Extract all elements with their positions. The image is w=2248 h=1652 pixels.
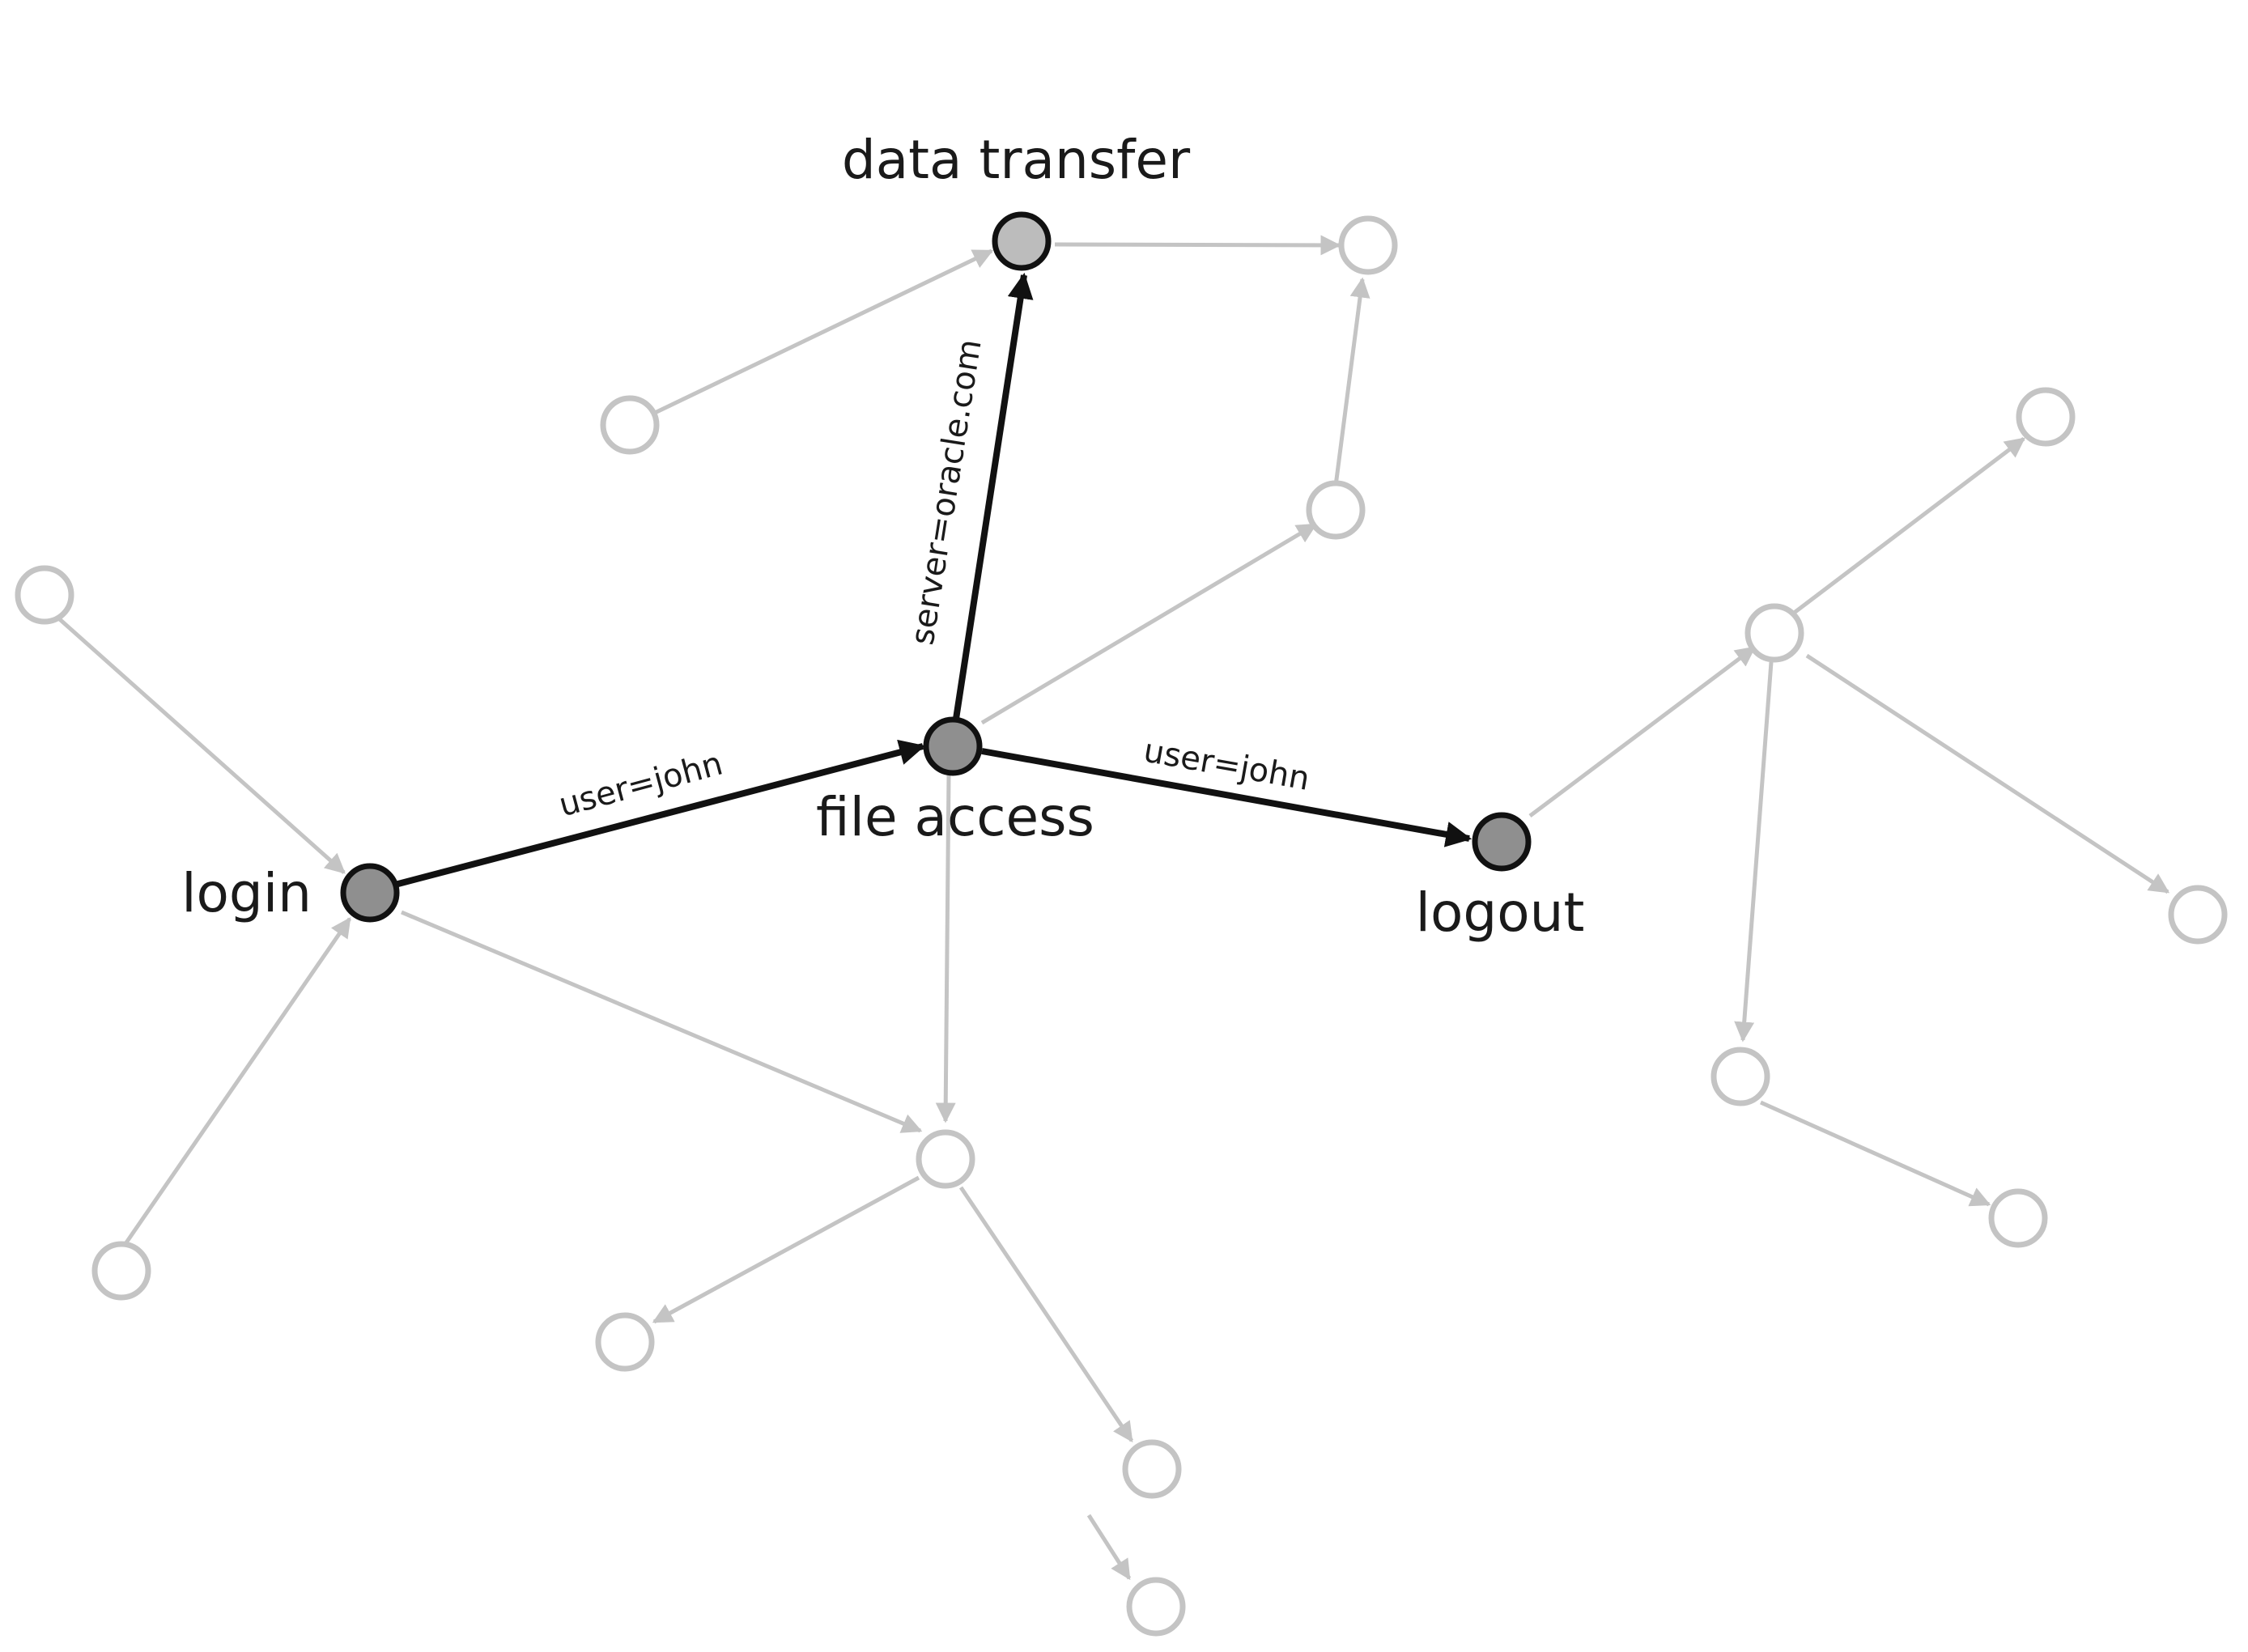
label-login: login bbox=[181, 862, 312, 924]
graph-node bbox=[1710, 1047, 1770, 1106]
highlighted-nodes bbox=[340, 211, 1532, 923]
graph-node bbox=[1988, 1188, 2048, 1248]
edge-faded bbox=[1528, 646, 1756, 818]
edge-faded bbox=[1791, 437, 2025, 615]
edge-faded bbox=[1333, 277, 1370, 486]
graph-node bbox=[91, 1241, 151, 1301]
edge-faded bbox=[1086, 1514, 1132, 1581]
graph-node bbox=[1122, 1439, 1182, 1499]
label-file-access: file access bbox=[816, 786, 1094, 848]
graph-node bbox=[595, 1312, 655, 1372]
graph-node bbox=[15, 565, 74, 625]
edge-file-access-to-data-transfer bbox=[953, 272, 1034, 720]
highlighted-edges bbox=[393, 272, 1472, 888]
edge-faded bbox=[1054, 235, 1341, 256]
graph-node bbox=[2016, 387, 2076, 447]
faded-edges bbox=[53, 235, 2170, 1581]
edge-label-file-access-logout: user=john bbox=[1141, 733, 1312, 798]
label-data-transfer: data transfer bbox=[842, 129, 1191, 191]
label-logout: logout bbox=[1416, 881, 1585, 944]
edge-file-access-to-logout bbox=[981, 748, 1472, 847]
node-logout bbox=[1472, 812, 1532, 872]
graph-node bbox=[1338, 215, 1398, 275]
edge-login-to-file-access bbox=[393, 739, 926, 888]
edge-faded bbox=[980, 522, 1318, 725]
graph-node bbox=[2168, 885, 2228, 945]
graph-node bbox=[916, 1129, 975, 1189]
graph-node bbox=[1744, 603, 1804, 663]
edge-faded bbox=[958, 1186, 1134, 1443]
graph-node bbox=[1306, 480, 1366, 540]
node-login bbox=[340, 863, 400, 923]
edge-faded bbox=[53, 614, 346, 874]
faded-nodes bbox=[15, 215, 2228, 1637]
node-file-access bbox=[923, 716, 983, 776]
graph-node bbox=[1126, 1577, 1186, 1637]
edge-label-login-file-access: user=john bbox=[555, 745, 727, 824]
edge-faded bbox=[935, 775, 956, 1123]
edge-faded bbox=[652, 1175, 920, 1324]
graph-node bbox=[600, 395, 660, 455]
edge-faded bbox=[1805, 653, 2170, 894]
edge-faded bbox=[1759, 1100, 1991, 1207]
edge-faded bbox=[121, 916, 352, 1249]
edge-faded bbox=[401, 910, 923, 1133]
edge-faded bbox=[1734, 661, 1774, 1043]
node-data-transfer bbox=[992, 211, 1052, 271]
edge-faded bbox=[633, 248, 994, 425]
